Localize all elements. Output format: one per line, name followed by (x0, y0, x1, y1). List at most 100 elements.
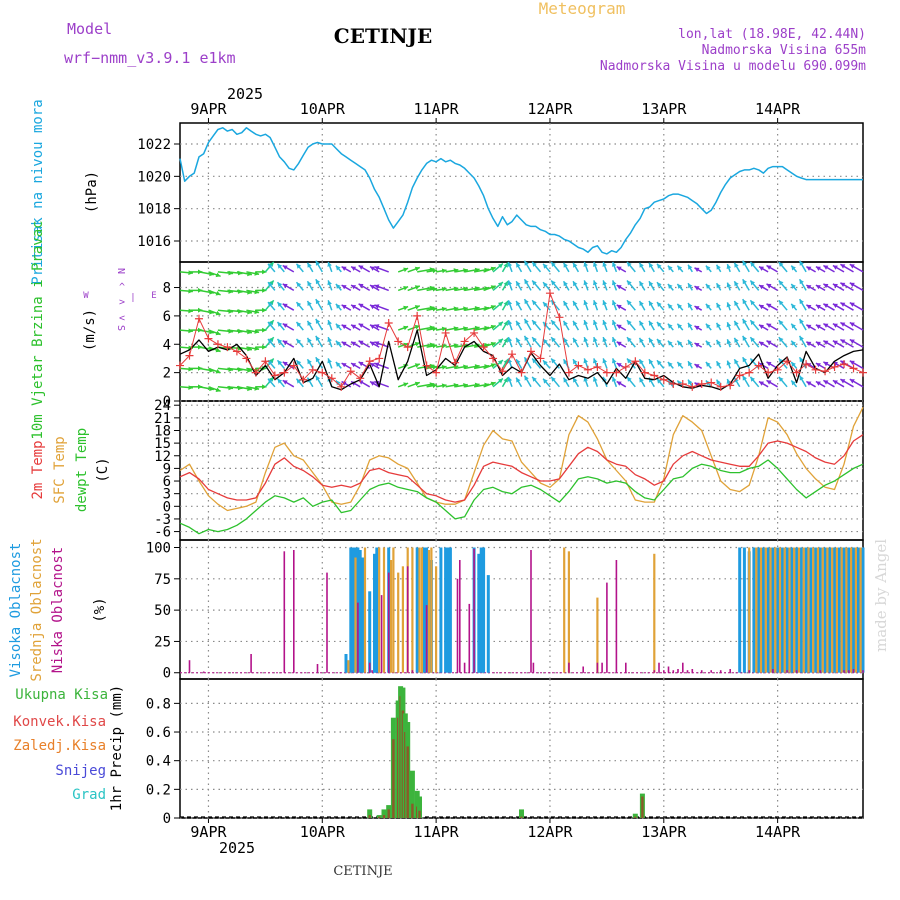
wind-arrow-head (759, 341, 764, 347)
grid-layer: 101610181020102202468-6-3036912151821240… (137, 123, 863, 827)
wind-arrow-head (791, 380, 796, 386)
wind-gust-marker (479, 343, 488, 352)
day-label-top: 12APR (527, 100, 573, 118)
wind-arrow-head (616, 341, 622, 347)
wind-arrow-head (341, 341, 347, 347)
wind-arrow-head (282, 361, 288, 367)
wind-arrow-head (282, 265, 288, 270)
wind-arrow-head (335, 303, 341, 309)
wind-gust-marker (318, 368, 327, 377)
wind-arrow-head (516, 359, 521, 365)
wind-arrow-head (370, 324, 375, 330)
high-cloud-bar (757, 547, 761, 673)
wind-arrow-head (573, 262, 578, 268)
high-cloud-bar (752, 547, 756, 673)
low-cloud-bar (852, 669, 855, 673)
wind-arrow-head (282, 380, 288, 385)
mid-cloud-bar (840, 547, 843, 673)
wind-arrow-head (849, 282, 855, 287)
compass-e: E (151, 291, 156, 301)
ytick-label: 1018 (137, 202, 171, 218)
wind-arrow-head (832, 380, 838, 385)
wind-arrow-head (351, 363, 357, 368)
mid-cloud-bar (418, 547, 421, 673)
low-cloud-bar (819, 670, 822, 673)
wind-arrow-head (766, 323, 772, 328)
wind-gust-marker (612, 368, 621, 377)
dewpt-line (179, 459, 864, 535)
wind-arrow-head (688, 264, 693, 270)
wind-arrow-head (657, 302, 662, 307)
low-cloud-bar (406, 566, 409, 673)
mid-cloud-bar (774, 547, 777, 673)
low-cloud-bar (653, 670, 656, 673)
wind-arrow-head (791, 323, 796, 329)
wind-gust-marker (555, 313, 564, 322)
wind-arrow-head (639, 281, 644, 287)
wind-arrow-head (832, 283, 838, 289)
wind-arrow-head (188, 308, 193, 314)
wind-arrow-head (573, 377, 578, 383)
wind-arrow-head (612, 337, 617, 343)
mid-cloud-bar (821, 547, 824, 673)
wind-arrow-head (277, 360, 283, 366)
wind-arrow-head (490, 285, 496, 290)
wind-arrow-head (524, 299, 529, 305)
wind-arrow-head (268, 302, 273, 307)
day-label-top: 9APR (190, 100, 227, 118)
wind-arrow-head (766, 380, 772, 385)
conv-precip-bar (382, 815, 386, 818)
wind-arrow-head (215, 291, 221, 296)
wind-arrow-head (441, 383, 447, 389)
wind-arrow-head (463, 268, 468, 273)
wind-arrow-head (667, 340, 673, 346)
year-label-bottom: 2025 (219, 839, 255, 857)
wind-arrow-head (335, 380, 341, 386)
wind-arrow-head (532, 358, 537, 364)
wind-arrow-head (657, 322, 662, 327)
wind-gust-marker (536, 354, 545, 363)
wind-arrow-head (307, 281, 312, 287)
wind-arrow-head (327, 320, 332, 326)
low-cloud-bar (848, 670, 850, 673)
wind-arrow-head (551, 358, 556, 364)
wind-arrow-head (563, 337, 568, 343)
wind-arrow-head (602, 280, 607, 286)
day-label-bottom: 10APR (300, 823, 346, 841)
wind-arrow-head (563, 301, 568, 306)
wind-arrow-head (327, 280, 332, 286)
mid-cloud-bar (653, 553, 656, 673)
wind-arrow-head (524, 318, 529, 324)
wind-arrow-head (716, 361, 721, 367)
wind-arrow-head (282, 340, 288, 345)
wind-arrow-head (734, 281, 739, 287)
wind-arrow-head (778, 320, 784, 326)
wind-arrow-head (516, 281, 521, 287)
wind-gust-marker (811, 365, 820, 374)
low-cloud-bar (606, 582, 608, 673)
wind-arrow-head (778, 376, 784, 382)
wind-arrow-head (759, 266, 764, 271)
low-cloud-bar (682, 662, 684, 673)
wind-gust-marker (659, 375, 668, 384)
wind-arrow-head (815, 324, 821, 330)
wind-arrow-head (254, 346, 260, 351)
elevation-text: Nadmorska Visina 655m (702, 43, 867, 58)
wind-gust-marker (802, 360, 811, 369)
wind-arrow-head (750, 280, 755, 286)
high-cloud-bar (375, 547, 379, 673)
wind-arrow-head (516, 337, 521, 343)
wind-arrow-head (616, 266, 622, 271)
wind-arrow-head (766, 283, 772, 289)
high-cloud-bar (344, 654, 348, 673)
low-cloud-bar (700, 670, 703, 673)
wind-arrow-head (705, 284, 711, 289)
low-cloud-ylabel: Niska Oblacnost (50, 547, 66, 673)
wind-arrow-head (268, 322, 273, 327)
wind-arrow-head (551, 262, 556, 267)
wind-arrow-head (543, 360, 548, 366)
wind-arrow-head (612, 320, 617, 326)
wind-arrow-head (688, 303, 693, 308)
wind-arrow-head (799, 335, 804, 341)
